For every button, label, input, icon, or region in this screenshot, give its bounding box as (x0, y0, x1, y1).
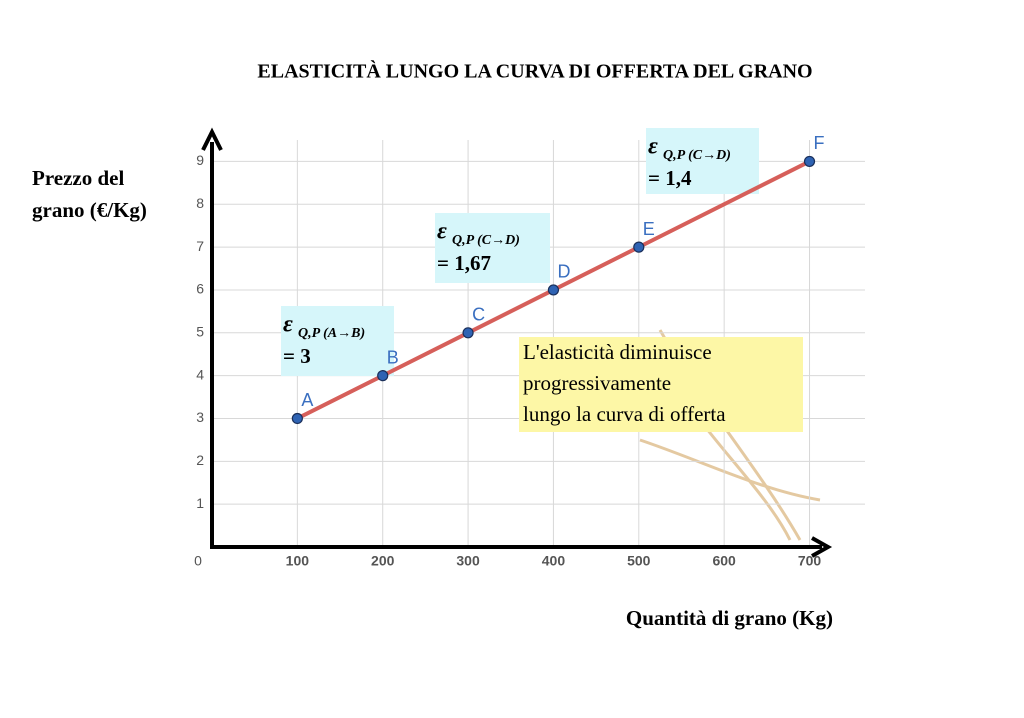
x-tick-label: 300 (456, 553, 480, 569)
y-tick-label: 7 (196, 238, 204, 254)
x-tick-label: 700 (798, 553, 822, 569)
data-point (803, 155, 816, 168)
annotation-symbol: ε (648, 134, 658, 160)
x-axis-label: Quantità di grano (Kg) (626, 606, 833, 630)
note-text: progressivamente (523, 371, 671, 395)
data-point (291, 412, 303, 425)
data-point (633, 241, 645, 253)
point-label: F (814, 133, 825, 153)
y-tick-label: 9 (196, 152, 204, 168)
note-box (519, 337, 803, 432)
annotation-box (281, 306, 394, 376)
point-label: B (387, 347, 399, 367)
note-text: lungo la curva di offerta (523, 402, 726, 426)
y-tick-label: 1 (196, 495, 204, 511)
annotation-subscript: Q,P (A→B) (298, 326, 365, 341)
x-tick-label: 200 (371, 553, 395, 569)
y-tick-label: 2 (196, 452, 204, 468)
y-tick-label: 6 (196, 281, 204, 297)
y-tick-label: 4 (196, 366, 204, 382)
series-line (296, 159, 811, 421)
annotation-value: = 1,4 (648, 166, 692, 190)
point-label: D (557, 262, 570, 282)
annotation-subscript: Q,P (C→D) (452, 233, 520, 248)
x-tick-label: 600 (712, 553, 736, 569)
x-axis-arrow (811, 536, 833, 558)
annotation-value: = 3 (283, 344, 311, 368)
y-axis-arrow (201, 127, 223, 151)
note-text: L'elasticità diminuisce (523, 340, 712, 364)
y-tick-label: 8 (196, 195, 204, 211)
annotation-box (646, 128, 759, 194)
annotation-symbol: ε (283, 312, 293, 338)
annotation-value: = 1,67 (437, 251, 491, 275)
point-label: A (301, 390, 313, 410)
data-point (547, 284, 560, 296)
origin-label: 0 (194, 553, 202, 569)
y-axis-label: Prezzo del (32, 166, 124, 190)
point-label: C (472, 305, 485, 325)
x-tick-label: 100 (286, 553, 310, 569)
x-tick-label: 500 (627, 553, 651, 569)
data-point (462, 327, 474, 339)
x-tick-label: 400 (542, 553, 566, 569)
annotation-symbol: ε (437, 219, 447, 245)
y-tick-label: 3 (196, 409, 204, 425)
annotation-box (435, 213, 550, 283)
data-point (377, 370, 389, 382)
annotation-subscript: Q,P (C→D) (663, 148, 731, 163)
point-label: E (643, 219, 655, 239)
y-axis-label: grano (€/Kg) (32, 198, 147, 222)
chart-title: ELASTICITÀ LUNGO LA CURVA DI OFFERTA DEL… (257, 60, 812, 83)
y-tick-label: 5 (196, 323, 204, 339)
